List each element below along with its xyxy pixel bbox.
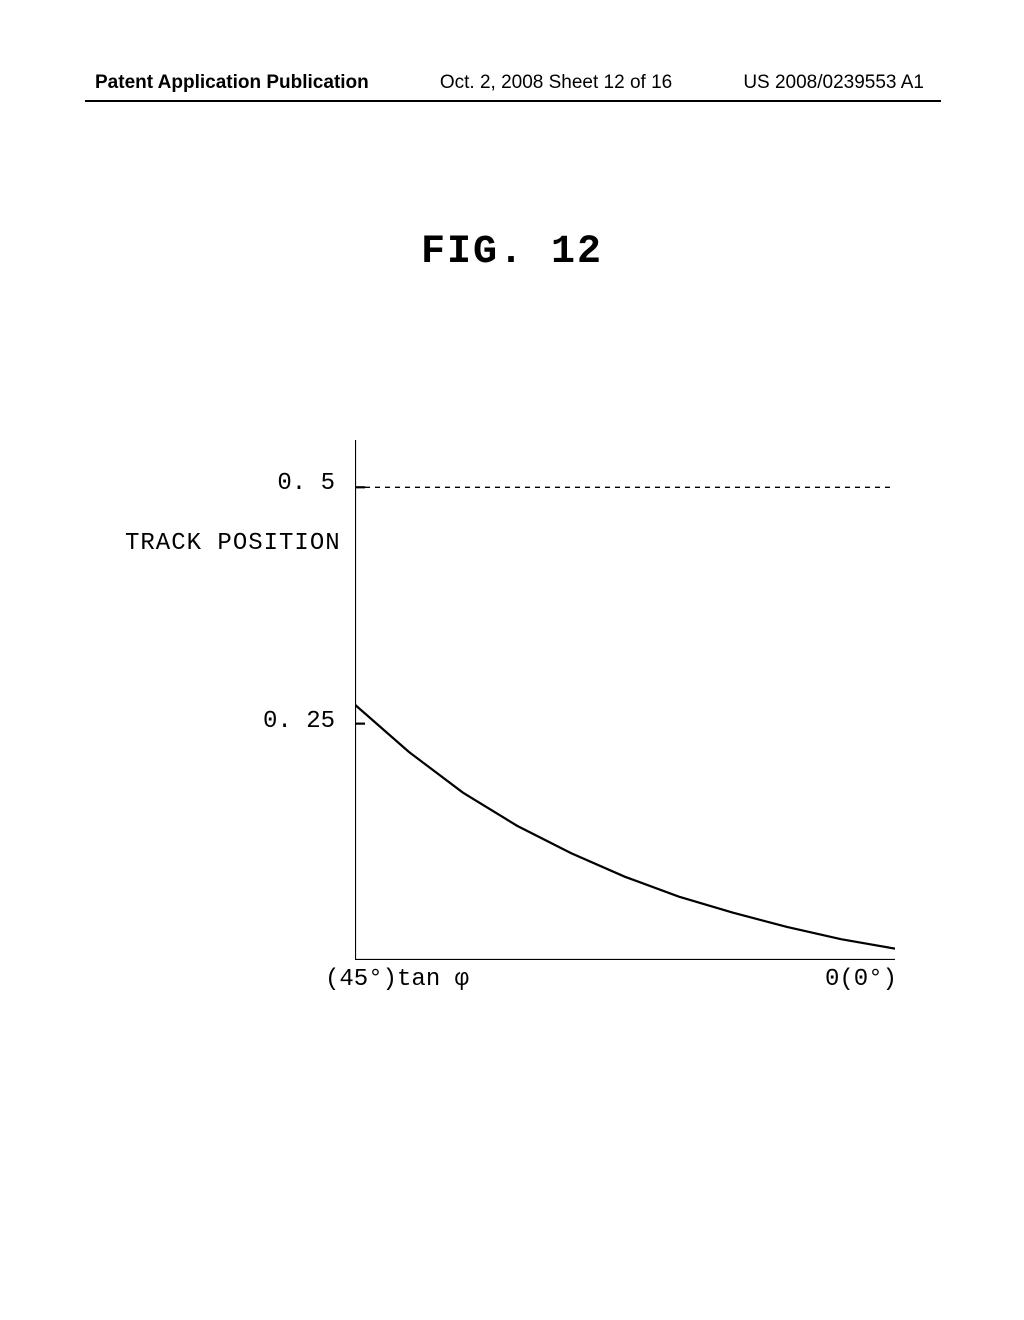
y-tick-0-5: 0. 5: [125, 470, 335, 497]
x-label-left: (45°)tan φ: [325, 966, 469, 993]
figure-title: FIG. 12: [0, 230, 1024, 275]
header-publication: Patent Application Publication: [95, 72, 369, 94]
y-tick-0-25: 0. 25: [125, 708, 335, 735]
header-date-sheet: Oct. 2, 2008 Sheet 12 of 16: [440, 72, 672, 94]
chart: 0. 5 TRACK POSITION 0. 25 (45°)tan φ 0(0…: [125, 440, 905, 1000]
page-header: Patent Application Publication Oct. 2, 2…: [0, 72, 1024, 94]
y-axis-label: TRACK POSITION: [125, 530, 341, 557]
plot-area: [355, 440, 895, 960]
x-label-right: 0(0°): [825, 966, 897, 993]
curve: [355, 705, 895, 949]
header-rule: [85, 100, 941, 102]
header-patent-number: US 2008/0239553 A1: [743, 72, 924, 94]
